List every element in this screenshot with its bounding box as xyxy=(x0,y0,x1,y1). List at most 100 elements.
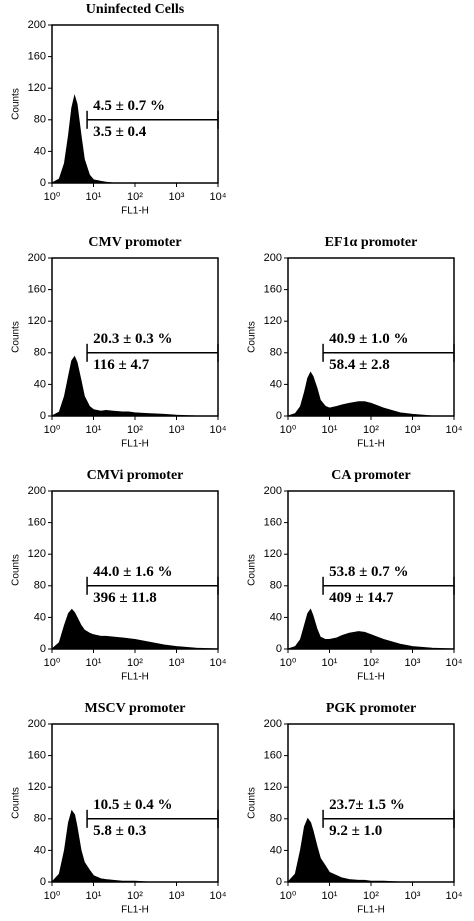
x-tick-label: 10³ xyxy=(405,890,421,902)
x-tick-label: 10¹ xyxy=(86,191,102,203)
y-tick-label: 40 xyxy=(270,378,282,390)
annotation: 4.5 ± 0.7 % xyxy=(93,98,165,114)
y-tick-label: 120 xyxy=(28,781,46,793)
annotation: 116 ± 4.7 xyxy=(93,357,150,373)
x-axis-label: FL1-H xyxy=(357,439,385,450)
y-tick-label: 80 xyxy=(34,813,46,825)
panel-title: EF1α promoter xyxy=(325,235,418,250)
y-tick-label: 200 xyxy=(28,19,46,31)
x-tick-label: 10² xyxy=(127,890,143,902)
y-tick-label: 120 xyxy=(28,82,46,94)
x-axis-label: FL1-H xyxy=(121,206,149,217)
y-tick-label: 200 xyxy=(264,485,282,497)
y-tick-label: 160 xyxy=(28,517,46,529)
x-axis-label: FL1-H xyxy=(357,905,385,916)
y-tick-label: 200 xyxy=(264,252,282,264)
y-tick-label: 40 xyxy=(34,378,46,390)
x-tick-label: 10¹ xyxy=(86,890,102,902)
x-tick-label: 10⁴ xyxy=(446,657,463,669)
x-axis-label: FL1-H xyxy=(357,672,385,683)
y-tick-label: 200 xyxy=(28,252,46,264)
y-tick-label: 80 xyxy=(34,347,46,359)
y-tick-label: 0 xyxy=(276,643,282,655)
x-axis-label: FL1-H xyxy=(121,439,149,450)
annotation: 9.2 ± 1.0 xyxy=(329,823,382,839)
x-tick-label: 10² xyxy=(363,890,379,902)
y-tick-label: 200 xyxy=(28,718,46,730)
annotation: 23.7± 1.5 % xyxy=(329,797,405,813)
y-tick-label: 40 xyxy=(34,611,46,623)
y-tick-label: 40 xyxy=(270,611,282,623)
x-tick-label: 10³ xyxy=(405,424,421,436)
annotation: 20.3 ± 0.3 % xyxy=(93,331,172,347)
y-tick-label: 80 xyxy=(34,114,46,126)
y-axis-label: Counts xyxy=(247,321,258,353)
x-tick-label: 10⁴ xyxy=(210,424,227,436)
y-tick-label: 80 xyxy=(34,580,46,592)
histogram xyxy=(287,608,455,650)
x-tick-label: 10³ xyxy=(169,657,185,669)
y-tick-label: 0 xyxy=(40,177,46,189)
panel-title: CA promoter xyxy=(331,468,410,483)
x-tick-label: 10¹ xyxy=(322,890,338,902)
annotation: 396 ± 11.8 xyxy=(93,590,157,606)
y-tick-label: 40 xyxy=(34,844,46,856)
x-tick-label: 10⁴ xyxy=(210,890,227,902)
x-tick-label: 10¹ xyxy=(322,424,338,436)
y-tick-label: 0 xyxy=(40,876,46,888)
y-tick-label: 80 xyxy=(270,580,282,592)
annotation: 44.0 ± 1.6 % xyxy=(93,564,172,580)
x-tick-label: 10¹ xyxy=(86,657,102,669)
y-axis-label: Counts xyxy=(247,554,258,586)
annotation: 5.8 ± 0.3 xyxy=(93,823,146,839)
y-tick-label: 160 xyxy=(28,284,46,296)
y-tick-label: 80 xyxy=(270,813,282,825)
x-tick-label: 10³ xyxy=(405,657,421,669)
panel-title: MSCV promoter xyxy=(85,701,186,716)
y-axis-label: Counts xyxy=(247,787,258,819)
annotation: 10.5 ± 0.4 % xyxy=(93,797,172,813)
panel-title: CMVi promoter xyxy=(87,468,184,483)
y-tick-label: 120 xyxy=(28,315,46,327)
y-axis-label: Counts xyxy=(11,88,22,120)
y-axis-label: Counts xyxy=(11,554,22,586)
x-tick-label: 10⁴ xyxy=(210,191,227,203)
y-tick-label: 40 xyxy=(270,844,282,856)
y-tick-label: 120 xyxy=(264,315,282,327)
x-tick-label: 10² xyxy=(363,424,379,436)
histogram xyxy=(50,608,219,650)
y-tick-label: 0 xyxy=(276,410,282,422)
y-tick-label: 160 xyxy=(264,517,282,529)
panel-title: CMV promoter xyxy=(88,235,181,250)
x-tick-label: 10⁰ xyxy=(280,424,297,436)
y-tick-label: 160 xyxy=(264,750,282,762)
x-tick-label: 10⁴ xyxy=(446,424,463,436)
x-tick-label: 10⁴ xyxy=(210,657,227,669)
y-tick-label: 160 xyxy=(28,51,46,63)
x-tick-label: 10² xyxy=(363,657,379,669)
x-tick-label: 10² xyxy=(127,191,143,203)
annotation: 40.9 ± 1.0 % xyxy=(329,331,408,347)
annotation: 53.8 ± 0.7 % xyxy=(329,564,408,580)
y-axis-label: Counts xyxy=(11,787,22,819)
y-tick-label: 0 xyxy=(40,410,46,422)
y-tick-label: 200 xyxy=(28,485,46,497)
annotation: 58.4 ± 2.8 xyxy=(329,357,390,373)
histogram xyxy=(51,355,218,417)
y-tick-label: 160 xyxy=(264,284,282,296)
x-tick-label: 10³ xyxy=(169,424,185,436)
y-tick-label: 80 xyxy=(270,347,282,359)
x-tick-label: 10⁰ xyxy=(44,657,61,669)
x-tick-label: 10³ xyxy=(169,890,185,902)
y-tick-label: 120 xyxy=(264,781,282,793)
x-tick-label: 10⁰ xyxy=(280,657,297,669)
x-tick-label: 10⁰ xyxy=(44,191,61,203)
x-tick-label: 10⁰ xyxy=(44,424,61,436)
histogram xyxy=(287,371,454,417)
y-tick-label: 200 xyxy=(264,718,282,730)
x-tick-label: 10³ xyxy=(169,191,185,203)
histogram xyxy=(50,809,218,883)
y-tick-label: 160 xyxy=(28,750,46,762)
panel-title: PGK promoter xyxy=(326,701,416,716)
y-tick-label: 0 xyxy=(40,643,46,655)
